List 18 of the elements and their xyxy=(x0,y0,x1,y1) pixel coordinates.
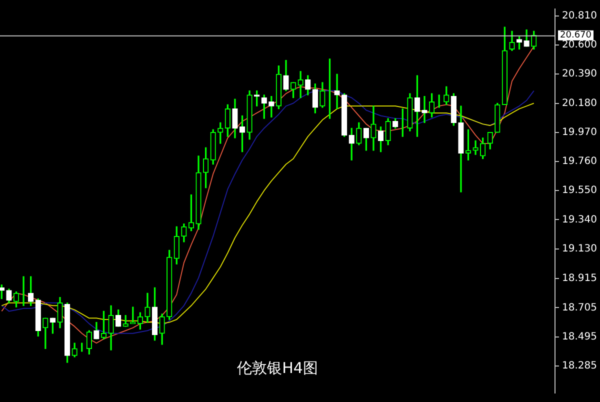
y-tick-label: 20.390 xyxy=(562,68,598,80)
y-tick-label: 19.970 xyxy=(562,126,598,138)
y-tick-label: 18.495 xyxy=(562,331,598,342)
candlestick xyxy=(334,74,340,110)
y-tick-label: 20.810 xyxy=(562,10,598,22)
y-tick-label: 20.180 xyxy=(562,98,598,109)
y-tick-label: 19.550 xyxy=(562,185,598,196)
y-tick-label: 19.760 xyxy=(562,156,598,168)
y-tick-label: 19.340 xyxy=(562,214,598,226)
y-tick-label: 19.130 xyxy=(562,243,598,254)
ref-line-label: 20.670 xyxy=(560,30,592,41)
y-tick-label: 18.285 xyxy=(562,360,598,372)
candlestick xyxy=(422,96,428,124)
y-tick-label: 20.600 xyxy=(562,40,598,51)
y-tick-label: 18.705 xyxy=(562,302,598,314)
text: 伦敦银H4图 xyxy=(237,358,318,377)
candlestick xyxy=(298,71,304,98)
y-tick-label: 18.915 xyxy=(562,273,598,284)
